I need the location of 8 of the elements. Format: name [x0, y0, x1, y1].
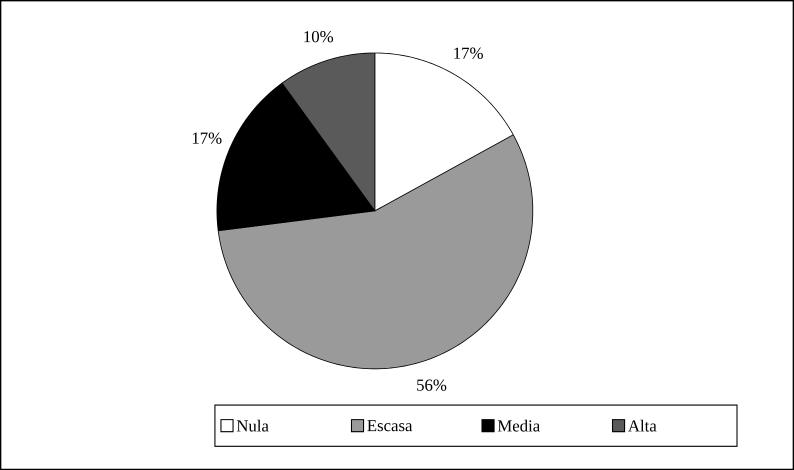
legend-label: Nula: [236, 420, 269, 432]
data-label: 17%: [454, 47, 483, 59]
data-label: 56%: [417, 379, 446, 391]
legend-label: Alta: [628, 420, 657, 432]
legend-label: Media: [498, 420, 540, 432]
data-label: 10%: [304, 30, 334, 42]
legend-label: Escasa: [367, 420, 412, 432]
data-label: 17%: [192, 132, 222, 144]
